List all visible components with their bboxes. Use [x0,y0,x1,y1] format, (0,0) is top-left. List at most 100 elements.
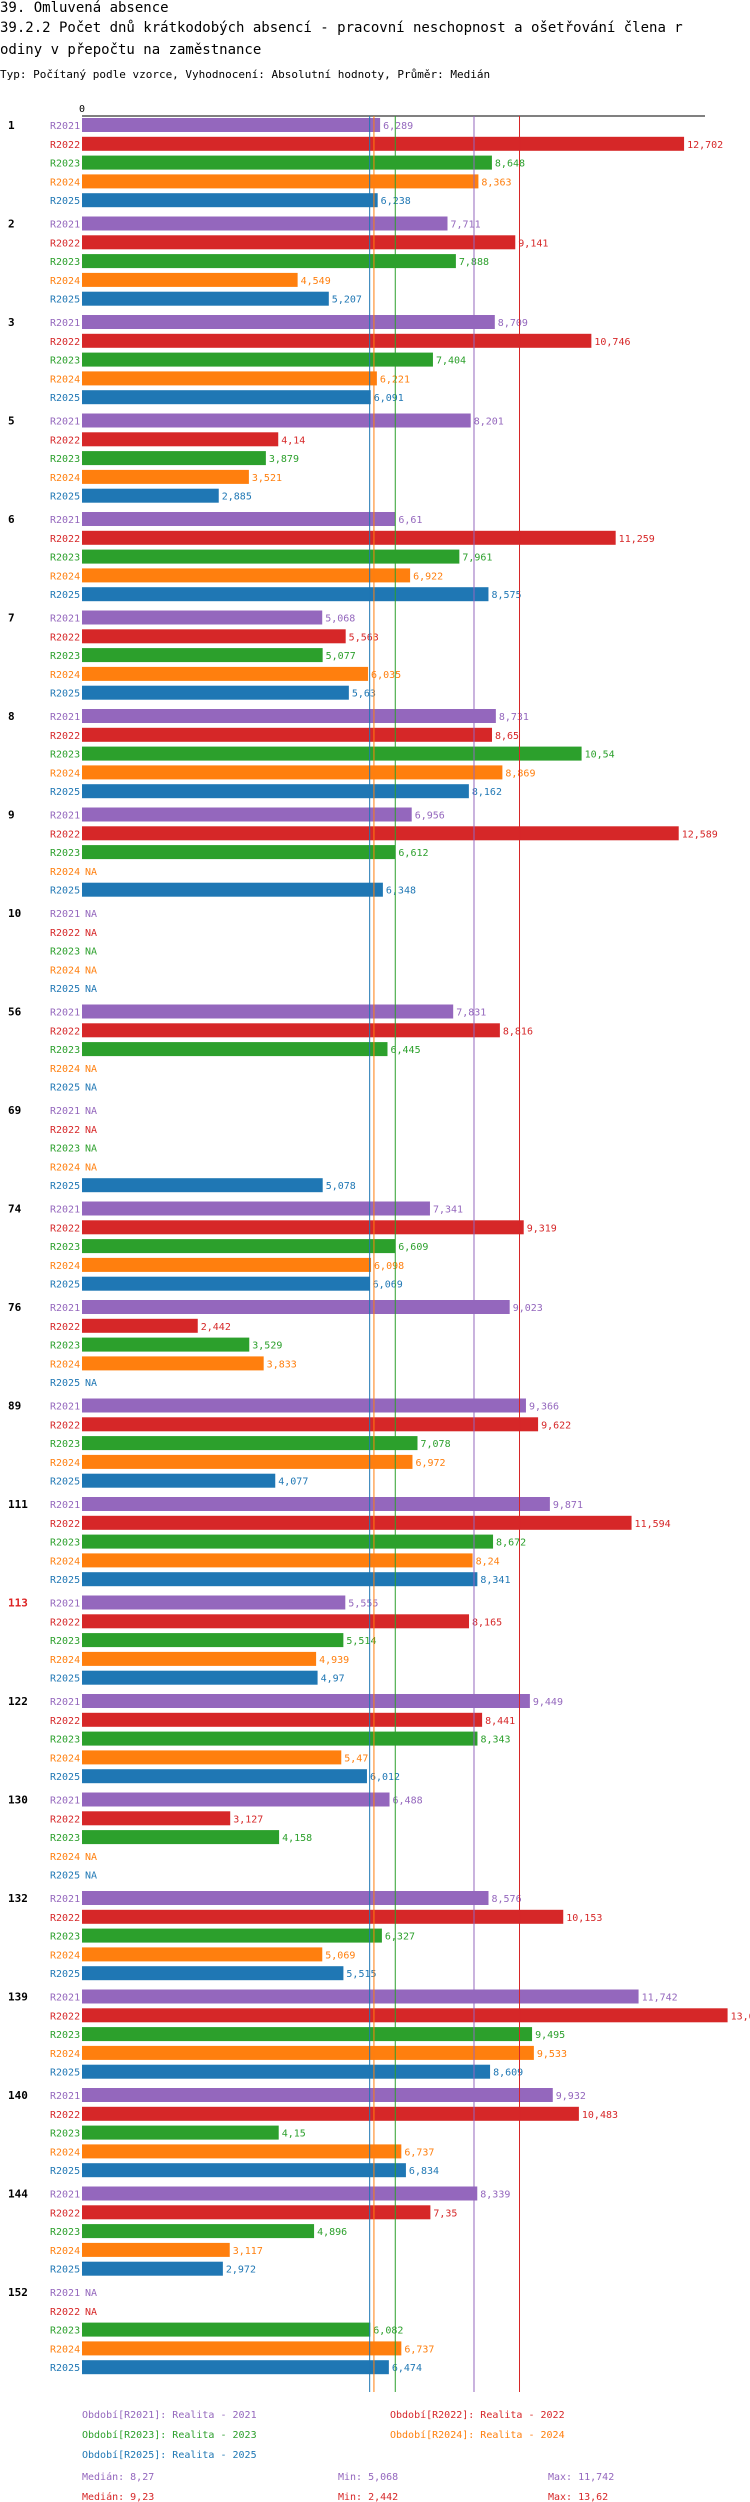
series-row-label: R2025 [50,1575,80,1586]
series-row-label: R2023 [50,750,80,761]
data-label: 5,078 [326,1181,356,1192]
category-label: 2 [8,218,15,231]
stat-min: Min: 5,068 [338,2472,398,2483]
data-label: 9,932 [556,2091,586,2102]
bar [82,845,396,860]
series-row-label: R2021 [50,811,80,822]
bar [82,1614,470,1629]
data-label: 4,15 [282,2129,306,2140]
bar [82,2088,553,2102]
bar [82,1633,344,1648]
data-label: 6,61 [398,515,422,526]
data-label: 2,972 [226,2265,256,2276]
series-row-label: R2023 [50,2227,80,2238]
bar [82,727,493,742]
bar [82,272,298,287]
data-label: 8,648 [495,159,525,170]
data-label: 9,319 [527,1223,557,1234]
bar [82,1042,388,1057]
series-row-label: R2025 [50,1181,80,1192]
category-label: 6 [8,513,15,526]
series-row-label: R2024 [50,177,80,188]
data-label: 8,165 [472,1617,502,1628]
data-label: 2,442 [201,1322,231,1333]
bar [82,807,412,822]
bar [82,1553,473,1568]
na-label: NA [85,867,97,878]
series-row-label: R2023 [50,2326,80,2337]
data-label: 8,341 [480,1575,510,1586]
series-row-label: R2021 [50,1697,80,1708]
data-label: 10,746 [594,337,630,348]
data-label: 4,158 [282,1833,312,1844]
data-label: 6,956 [415,811,445,822]
legend-entry: Období[R2024]: Realita - 2024 [390,2429,565,2441]
bar [82,1201,430,1216]
data-label: 7,341 [433,1205,463,1216]
series-row-label: R2025 [50,1969,80,1980]
category-label: 139 [8,1991,28,2004]
series-row-label: R2023 [50,1144,80,1155]
series-row-label: R2023 [50,848,80,859]
bar [82,1300,510,1314]
bar [82,1473,276,1488]
na-label: NA [85,947,97,958]
data-label: 5,555 [348,1599,378,1610]
bar [82,352,433,367]
data-label: 8,672 [496,1538,526,1549]
bar [82,488,219,503]
series-row-label: R2025 [50,689,80,700]
category-label: 7 [8,612,15,625]
bar [82,1572,478,1587]
data-label: 4,896 [317,2227,347,2238]
data-label: 3,833 [267,1359,297,1370]
bar [82,1004,454,1019]
data-label: 11,742 [642,1993,678,2004]
series-row-label: R2025 [50,2265,80,2276]
data-label: 6,082 [373,2326,403,2337]
category-label: 113 [8,1597,28,1610]
data-label: 8,24 [476,1556,500,1567]
data-label: 7,404 [436,356,466,367]
series-row-label: R2023 [50,651,80,662]
series-row-label: R2023 [50,257,80,268]
series-row-label: R2021 [50,1993,80,2004]
series-row-label: R2025 [50,196,80,207]
stat-max: Max: 11,742 [548,2472,614,2483]
na-label: NA [85,1162,97,1173]
category-label: 130 [8,1794,28,1807]
bar [82,629,346,644]
bar [82,2163,406,2178]
data-label: 6,327 [385,1932,415,1943]
data-label: 10,54 [585,750,615,761]
data-label: 5,47 [344,1753,368,1764]
data-label: 3,127 [233,1814,263,1825]
series-row-label: R2022 [50,1716,80,1727]
data-label: 6,289 [383,121,413,132]
series-row-label: R2025 [50,787,80,798]
na-label: NA [85,1144,97,1155]
data-label: 8,441 [485,1716,515,1727]
series-row-label: R2023 [50,2129,80,2140]
series-row-label: R2021 [50,1303,80,1314]
data-label: 4,14 [281,435,305,446]
legend-entry: Období[R2022]: Realita - 2022 [390,2409,565,2421]
data-label: 8,162 [472,787,502,798]
bar [82,193,378,208]
category-label: 69 [8,1104,21,1117]
bar [82,1811,231,1826]
data-label: 5,63 [352,689,376,700]
data-label: 9,533 [537,2049,567,2060]
bar [82,1534,494,1549]
bar [82,1239,396,1254]
chart-title-line-2: odiny v přepočtu na zaměstnance [0,42,262,58]
series-row-label: R2022 [50,1223,80,1234]
x-axis-zero-label: 0 [79,104,85,115]
series-row-label: R2024 [50,1852,80,1863]
category-label: 76 [8,1301,22,1314]
category-label: 9 [8,809,15,822]
bar [82,2045,534,2060]
bar [82,685,349,700]
bar [82,451,266,466]
bar [82,2205,431,2220]
